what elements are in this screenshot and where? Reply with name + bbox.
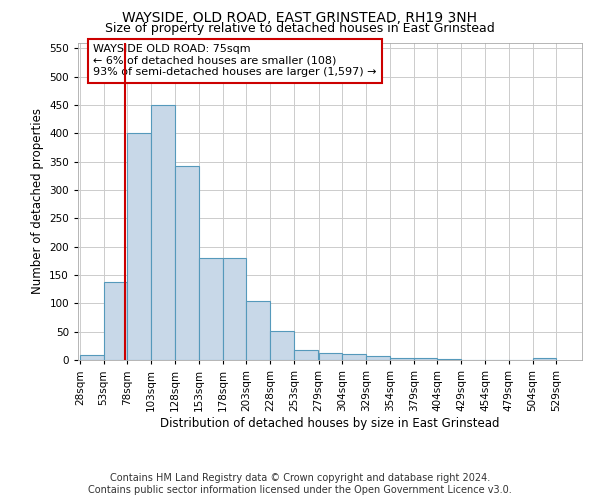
Bar (127, 133, 151, 360)
Bar (413, 358, 437, 360)
Text: Contains HM Land Registry data © Crown copyright and database right 2024.
Contai: Contains HM Land Registry data © Crown c… (88, 474, 512, 495)
X-axis label: Distribution of detached houses by size in East Grinstead: Distribution of detached houses by size … (160, 416, 500, 430)
Text: WAYSIDE OLD ROAD: 75sqm
← 6% of detached houses are smaller (108)
93% of semi-de: WAYSIDE OLD ROAD: 75sqm ← 6% of detached… (93, 44, 377, 78)
Bar (294, 350, 317, 360)
Bar (319, 353, 343, 360)
Text: WAYSIDE, OLD ROAD, EAST GRINSTEAD, RH19 3NH: WAYSIDE, OLD ROAD, EAST GRINSTEAD, RH19 … (122, 11, 478, 25)
Bar (223, 258, 247, 360)
Bar (199, 258, 223, 360)
Bar (151, 105, 175, 360)
Bar (533, 358, 556, 360)
Bar (343, 354, 366, 360)
Bar (175, 166, 199, 360)
Bar (270, 330, 294, 360)
Bar (247, 301, 270, 360)
Y-axis label: Number of detached properties: Number of detached properties (31, 108, 44, 294)
Bar (80, 356, 104, 360)
Bar (390, 358, 413, 360)
Text: Size of property relative to detached houses in East Grinstead: Size of property relative to detached ho… (105, 22, 495, 35)
Bar (104, 282, 127, 360)
Bar (366, 356, 390, 360)
